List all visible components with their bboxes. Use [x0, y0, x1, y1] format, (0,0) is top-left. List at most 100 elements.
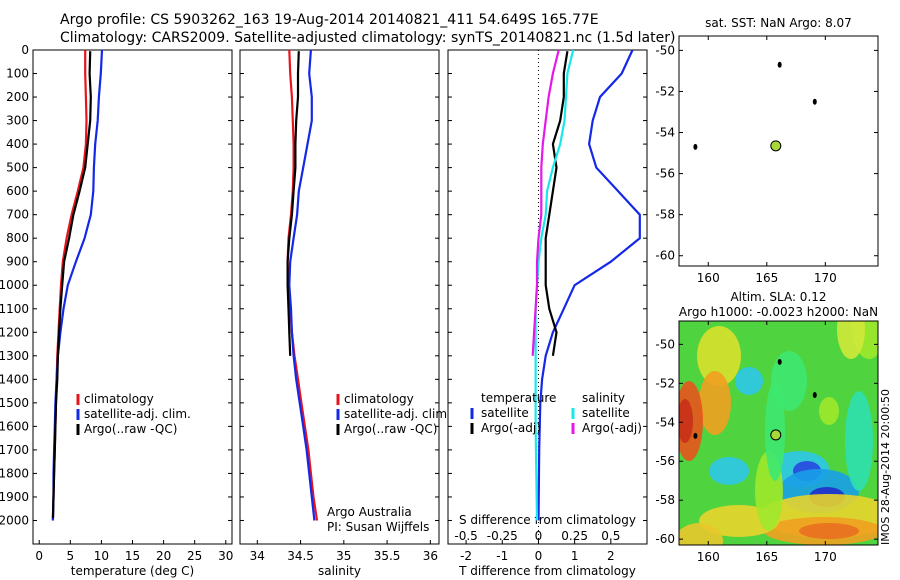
- x-tick-label: 0: [35, 549, 43, 563]
- series-line-salinity-satellite: [534, 49, 575, 521]
- x-tick-label: 34.5: [287, 549, 314, 563]
- island-marker: [812, 392, 817, 399]
- y-tick-label: 100: [6, 67, 29, 81]
- heatmap-blob: [735, 367, 763, 395]
- chart-title-line-1: Argo profile: CS 5903262_163 19-Aug-2014…: [60, 12, 599, 28]
- y-tick-label: -50: [655, 43, 675, 57]
- legend-title: salinity: [582, 391, 625, 405]
- y-tick-label: -52: [655, 84, 675, 98]
- legend-label: Argo(..raw -QC): [344, 422, 437, 436]
- heatmap-blob: [771, 351, 807, 411]
- legend-label: satellite: [582, 406, 630, 420]
- plot-frame: [239, 49, 440, 545]
- credit-line: PI: Susan Wijffels: [327, 520, 429, 534]
- y-tick-label: 1900: [0, 490, 29, 504]
- side-stamp: IMOS 28-Aug-2014 20:00:50: [879, 389, 892, 545]
- y-tick-label: 1100: [0, 302, 29, 316]
- x-axis-label: T difference from climatology: [458, 564, 636, 578]
- x2-tick-label: 0.5: [601, 529, 620, 543]
- x-tick-label: 36: [423, 549, 438, 563]
- y-tick-label: 600: [6, 184, 29, 198]
- x2-tick-label: -0.25: [487, 529, 518, 543]
- y-tick-label: -58: [655, 493, 675, 507]
- x-tick-label: 25: [187, 549, 202, 563]
- x-axis-label: temperature (deg C): [71, 564, 194, 578]
- x-axis-label: salinity: [318, 564, 361, 578]
- series-line-argo-raw-qc-: [286, 51, 300, 356]
- legend-label: climatology: [344, 392, 414, 406]
- map-frame: [678, 320, 879, 546]
- y-tick-label: 2000: [0, 513, 29, 527]
- legend-label: satellite: [481, 406, 529, 420]
- chart-title-line-2: Climatology: CARS2009. Satellite-adjuste…: [60, 30, 676, 46]
- x-tick-label: -1: [496, 549, 508, 563]
- y-tick-label: 1600: [0, 419, 29, 433]
- x2-tick-label: 0: [535, 529, 543, 543]
- heatmap-blob: [799, 523, 859, 539]
- x-tick-label: 5: [66, 549, 74, 563]
- series-line-salinity-argo-adj-: [531, 49, 560, 356]
- x-tick-label: 160: [697, 550, 720, 564]
- y-tick-label: 400: [6, 137, 29, 151]
- x-tick-label: 165: [755, 550, 778, 564]
- x-tick-label: 30: [218, 549, 233, 563]
- legend-label: Argo(-adj): [582, 421, 642, 435]
- heatmap-blob: [709, 457, 749, 485]
- island-marker: [812, 98, 817, 105]
- y-tick-label: 500: [6, 161, 29, 175]
- heatmap-blob: [837, 321, 865, 359]
- argo-position-marker: [770, 429, 782, 441]
- heatmap-blob: [679, 399, 693, 443]
- x-tick-label: 35: [336, 549, 351, 563]
- series-line-satellite-adj-clim-: [288, 49, 316, 521]
- y-tick-label: 1700: [0, 443, 29, 457]
- y-tick-label: 1500: [0, 396, 29, 410]
- island-marker: [777, 358, 782, 365]
- credit-line: Argo Australia: [327, 505, 412, 519]
- plot-frame: [32, 49, 233, 545]
- argo-position-marker: [770, 140, 782, 152]
- legend-title: temperature: [481, 391, 556, 405]
- heatmap-blob: [845, 391, 873, 491]
- y-tick-label: -60: [655, 532, 675, 546]
- y-tick-label: 1200: [0, 325, 29, 339]
- profile-panel-temperature: 0100200300400500600700800900100011001200…: [0, 43, 233, 578]
- profile-panel-difference: -2 -1 0 1 2 -0.5 -0.25 0 0.25 0.5 S difference fro…: [447, 49, 648, 578]
- y-tick-label: -54: [655, 415, 675, 429]
- x-tick-label: 160: [697, 271, 720, 285]
- y-tick-label: -60: [655, 249, 675, 263]
- y-tick-label: 1300: [0, 349, 29, 363]
- island-marker: [693, 432, 698, 439]
- y-tick-label: 300: [6, 114, 29, 128]
- series-line-temperature-argo-adj-: [544, 51, 569, 356]
- y-tick-label: -52: [655, 376, 675, 390]
- x-tick-label: 170: [814, 550, 837, 564]
- map-title: Altim. SLA: 0.12: [730, 290, 826, 304]
- x-tick-label: 34: [250, 549, 265, 563]
- y-tick-label: -56: [655, 167, 675, 181]
- series-line-argo-raw-qc-: [51, 51, 92, 519]
- x2-tick-label: -0.5: [454, 529, 477, 543]
- x-tick-label: 35.5: [374, 549, 401, 563]
- y-tick-label: 800: [6, 231, 29, 245]
- y-tick-label: -50: [655, 337, 675, 351]
- y-tick-label: -58: [655, 208, 675, 222]
- y-tick-label: -54: [655, 126, 675, 140]
- y-tick-label: -56: [655, 454, 675, 468]
- x-tick-label: 165: [755, 271, 778, 285]
- heatmap-blob: [679, 523, 723, 545]
- y-tick-label: 0: [21, 43, 29, 57]
- heatmap-blob: [819, 397, 839, 425]
- x2-axis-label: S difference from climatology: [459, 513, 636, 527]
- heatmap-blob: [699, 371, 731, 435]
- legend-label: satellite-adj. clim.: [344, 407, 451, 421]
- legend-label: Argo(-adj): [481, 421, 541, 435]
- island-marker: [693, 143, 698, 150]
- island-marker: [777, 61, 782, 68]
- x-tick-label: 10: [94, 549, 109, 563]
- y-tick-label: 700: [6, 208, 29, 222]
- y-tick-label: 200: [6, 90, 29, 104]
- legend-label: satellite-adj. clim.: [84, 407, 191, 421]
- map-panel-sla-map: -50 -52 -54 -56 -58 -60 160 165 170 Altim. SLA: 0…: [655, 290, 879, 564]
